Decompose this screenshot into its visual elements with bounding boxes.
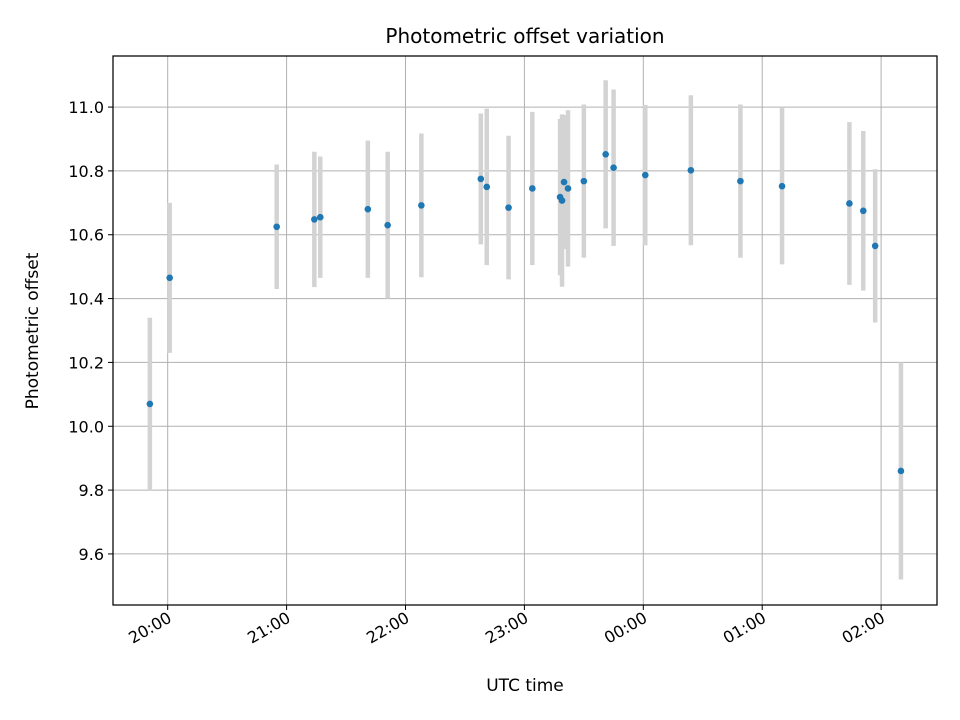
y-tick-label: 10.0: [68, 417, 104, 436]
data-point: [580, 177, 588, 185]
data-point: [871, 242, 879, 250]
x-axis-label: UTC time: [486, 676, 564, 696]
data-point: [564, 185, 572, 192]
data-point: [737, 177, 744, 185]
y-tick-label: 11.0: [68, 98, 104, 117]
x-tick-label: 20:00: [125, 608, 174, 648]
data-point: [166, 274, 173, 282]
data-point: [610, 164, 617, 172]
x-tick-label: 22:00: [363, 608, 412, 648]
y-tick-label: 10.2: [68, 353, 104, 372]
errorbars: [147, 80, 904, 580]
y-axis-label: Photometric offset: [23, 252, 43, 409]
data-point: [641, 171, 649, 179]
y-tick-label: 10.4: [68, 290, 104, 309]
x-tick-label: 01:00: [720, 608, 769, 648]
data-point: [897, 467, 905, 475]
data-point: [778, 182, 786, 190]
data-point: [560, 178, 568, 186]
grid: [113, 56, 937, 605]
y-tick-label: 9.8: [79, 481, 104, 500]
x-tick-label: 02:00: [839, 608, 888, 648]
x-axis-ticks: 20:00 21:00 22:00 23:00 00:00 01:00 02:00: [125, 605, 888, 648]
x-tick-label: 00:00: [601, 608, 650, 648]
data-point: [384, 221, 391, 229]
data-point: [602, 151, 609, 158]
x-tick-label: 23:00: [482, 608, 531, 648]
y-tick-label: 10.8: [68, 162, 104, 181]
y-tick-label: 9.6: [79, 545, 104, 564]
data-point: [846, 200, 853, 207]
data-point: [477, 175, 485, 183]
data-point: [505, 204, 512, 211]
data-point: [558, 197, 566, 204]
data-point: [483, 183, 491, 191]
data-point: [687, 166, 695, 174]
data-point: [418, 202, 425, 209]
data-point: [146, 400, 154, 408]
y-axis-ticks: 9.6 9.8 10.0 10.2 10.4 10.6 10.8 11.0: [68, 98, 113, 564]
y-tick-label: 10.6: [68, 226, 104, 245]
data-point: [316, 213, 324, 221]
data-point: [859, 207, 867, 215]
x-tick-label: 21:00: [244, 608, 293, 648]
data-point: [311, 216, 318, 223]
data-points: [146, 151, 905, 475]
data-point: [364, 205, 372, 213]
data-point: [529, 185, 536, 192]
data-point: [273, 223, 280, 231]
plot-frame: [112, 55, 938, 606]
chart-title: Photometric offset variation: [385, 24, 664, 48]
